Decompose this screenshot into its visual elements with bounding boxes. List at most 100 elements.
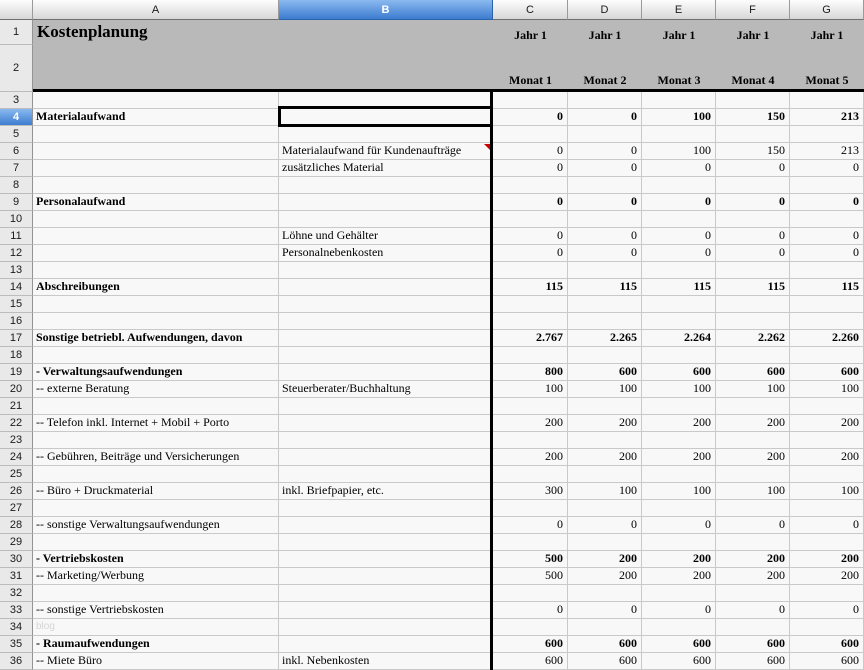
cell-C34[interactable] (493, 619, 568, 636)
cell-B6[interactable]: Materialaufwand für Kundenaufträge (279, 143, 493, 160)
row-header-22[interactable]: 22 (0, 415, 33, 432)
cell-F17[interactable]: 2.262 (716, 330, 790, 347)
cell-G22[interactable]: 200 (790, 415, 864, 432)
row-header-10[interactable]: 10 (0, 211, 33, 228)
cell-C6[interactable]: 0 (493, 143, 568, 160)
title-block[interactable]: Kostenplanung Jahr 1 Jahr 1 Jahr 1 Jahr 1 Ja… (33, 20, 864, 92)
cell-A6[interactable] (33, 143, 279, 160)
cell-E29[interactable] (642, 534, 716, 551)
cell-B30[interactable] (279, 551, 493, 568)
cell-C17[interactable]: 2.767 (493, 330, 568, 347)
cell-C26[interactable]: 300 (493, 483, 568, 500)
row-header-33[interactable]: 33 (0, 602, 33, 619)
cell-E17[interactable]: 2.264 (642, 330, 716, 347)
row-header-23[interactable]: 23 (0, 432, 33, 449)
cell-E12[interactable]: 0 (642, 245, 716, 262)
cell-G30[interactable]: 200 (790, 551, 864, 568)
row-header-9[interactable]: 9 (0, 194, 33, 211)
row-header-3[interactable]: 3 (0, 92, 33, 109)
row-header-34[interactable]: 34 (0, 619, 33, 636)
row-header-30[interactable]: 30 (0, 551, 33, 568)
cell-B9[interactable] (279, 194, 493, 211)
cell-A9[interactable]: Personalaufwand (33, 194, 279, 211)
cell-D3[interactable] (568, 92, 642, 109)
cell-G23[interactable] (790, 432, 864, 449)
cell-A31[interactable]: -- Marketing/Werbung (33, 568, 279, 585)
cell-D13[interactable] (568, 262, 642, 279)
cell-F27[interactable] (716, 500, 790, 517)
cell-E7[interactable]: 0 (642, 160, 716, 177)
cell-A15[interactable] (33, 296, 279, 313)
cell-E6[interactable]: 100 (642, 143, 716, 160)
cell-D26[interactable]: 100 (568, 483, 642, 500)
cell-A34[interactable]: blog (33, 619, 279, 636)
cell-C31[interactable]: 500 (493, 568, 568, 585)
cell-D14[interactable]: 115 (568, 279, 642, 296)
cell-A35[interactable]: - Raumaufwendungen (33, 636, 279, 653)
cell-E4[interactable]: 100 (642, 109, 716, 126)
cell-C13[interactable] (493, 262, 568, 279)
cell-C15[interactable] (493, 296, 568, 313)
row-header-12[interactable]: 12 (0, 245, 33, 262)
cell-C25[interactable] (493, 466, 568, 483)
cell-F28[interactable]: 0 (716, 517, 790, 534)
cell-E21[interactable] (642, 398, 716, 415)
cell-B11[interactable]: Löhne und Gehälter (279, 228, 493, 245)
row-header-15[interactable]: 15 (0, 296, 33, 313)
cell-F21[interactable] (716, 398, 790, 415)
cell-G21[interactable] (790, 398, 864, 415)
cell-D33[interactable]: 0 (568, 602, 642, 619)
cell-A33[interactable]: -- sonstige Vertriebskosten (33, 602, 279, 619)
cell-C28[interactable]: 0 (493, 517, 568, 534)
cell-E35[interactable]: 600 (642, 636, 716, 653)
cell-D34[interactable] (568, 619, 642, 636)
cell-B14[interactable] (279, 279, 493, 296)
cell-F12[interactable]: 0 (716, 245, 790, 262)
cell-G26[interactable]: 100 (790, 483, 864, 500)
cell-D8[interactable] (568, 177, 642, 194)
cell-D10[interactable] (568, 211, 642, 228)
column-header-E[interactable]: E (642, 0, 716, 20)
cell-F31[interactable]: 200 (716, 568, 790, 585)
cell-B13[interactable] (279, 262, 493, 279)
cell-B23[interactable] (279, 432, 493, 449)
cell-A24[interactable]: -- Gebühren, Beiträge und Versicherungen (33, 449, 279, 466)
cell-G15[interactable] (790, 296, 864, 313)
cell-B36[interactable]: inkl. Nebenkosten (279, 653, 493, 670)
cell-A20[interactable]: -- externe Beratung (33, 381, 279, 398)
cell-D20[interactable]: 100 (568, 381, 642, 398)
cell-E34[interactable] (642, 619, 716, 636)
cell-E26[interactable]: 100 (642, 483, 716, 500)
cell-F25[interactable] (716, 466, 790, 483)
row-header-32[interactable]: 32 (0, 585, 33, 602)
row-header-24[interactable]: 24 (0, 449, 33, 466)
cell-G31[interactable]: 200 (790, 568, 864, 585)
cell-C9[interactable]: 0 (493, 194, 568, 211)
cell-D25[interactable] (568, 466, 642, 483)
row-header-14[interactable]: 14 (0, 279, 33, 296)
cell-F34[interactable] (716, 619, 790, 636)
cell-C35[interactable]: 600 (493, 636, 568, 653)
cell-F29[interactable] (716, 534, 790, 551)
cell-F22[interactable]: 200 (716, 415, 790, 432)
cell-B35[interactable] (279, 636, 493, 653)
cell-E31[interactable]: 200 (642, 568, 716, 585)
cell-A22[interactable]: -- Telefon inkl. Internet + Mobil + Port… (33, 415, 279, 432)
cell-E18[interactable] (642, 347, 716, 364)
cell-E10[interactable] (642, 211, 716, 228)
cell-E32[interactable] (642, 585, 716, 602)
cell-B29[interactable] (279, 534, 493, 551)
cell-A4[interactable]: Materialaufwand (33, 109, 279, 126)
cell-G4[interactable]: 213 (790, 109, 864, 126)
cell-E15[interactable] (642, 296, 716, 313)
cell-B19[interactable] (279, 364, 493, 381)
cell-G36[interactable]: 600 (790, 653, 864, 670)
row-header-4[interactable]: 4 (0, 109, 33, 126)
cell-D4[interactable]: 0 (568, 109, 642, 126)
cell-G16[interactable] (790, 313, 864, 330)
column-header-B[interactable]: B (279, 0, 493, 20)
cell-D9[interactable]: 0 (568, 194, 642, 211)
cell-E30[interactable]: 200 (642, 551, 716, 568)
cell-D30[interactable]: 200 (568, 551, 642, 568)
cell-F32[interactable] (716, 585, 790, 602)
